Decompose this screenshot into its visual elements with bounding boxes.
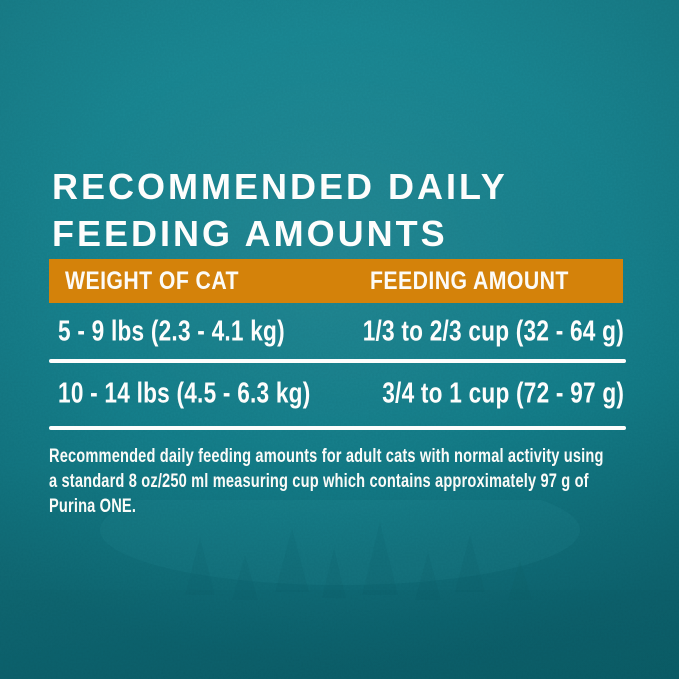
title-line-1: RECOMMENDED DAILY — [52, 166, 508, 208]
weight-cell: 5 - 9 lbs (2.3 - 4.1 kg) — [58, 315, 285, 347]
footnote-line-2: a standard 8 oz/250 ml measuring cup whi… — [49, 471, 589, 492]
header-cell-weight-of-cat: WEIGHT OF CAT — [65, 267, 239, 295]
table-row-1: 5 - 9 lbs (2.3 - 4.1 kg) 1/3 to 2/3 cup … — [49, 303, 625, 360]
row-divider — [49, 359, 626, 363]
title-line-2: FEEDING AMOUNTS — [52, 213, 448, 255]
footnote: Recommended daily feeding amounts for ad… — [49, 444, 679, 519]
weight-cell: 10 - 14 lbs (4.5 - 6.3 kg) — [58, 377, 311, 410]
footnote-line-1: Recommended daily feeding amounts for ad… — [49, 446, 604, 467]
page-title: RECOMMENDED DAILY FEEDING AMOUNTS — [52, 163, 508, 257]
amount-cell: 1/3 to 2/3 cup (32 - 64 g) — [362, 315, 624, 347]
amount-cell: 3/4 to 1 cup (72 - 97 g) — [382, 377, 624, 410]
table-row-2: 10 - 14 lbs (4.5 - 6.3 kg) 3/4 to 1 cup … — [49, 362, 625, 426]
footnote-line-3: Purina ONE. — [49, 496, 137, 517]
row-divider — [49, 426, 626, 430]
table-header-bar: WEIGHT OF CAT FEEDING AMOUNT — [49, 259, 623, 303]
header-cell-feeding-amount: FEEDING AMOUNT — [370, 267, 569, 295]
